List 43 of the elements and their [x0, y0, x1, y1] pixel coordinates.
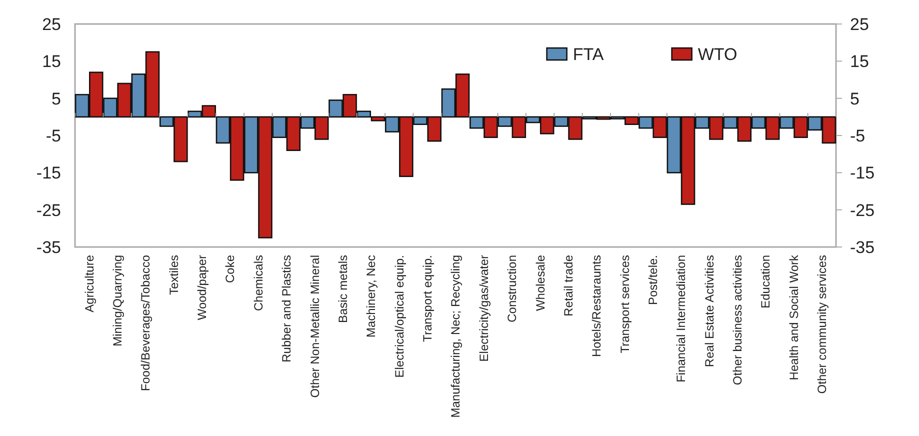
- x-tick-label: Textiles: [166, 255, 181, 296]
- x-tick-label: Health and Social Work: [786, 254, 801, 380]
- y-tick-label: 25: [850, 14, 869, 34]
- x-tick-label: Wholesale: [533, 254, 548, 312]
- x-tick-label: Real Estate Activities: [702, 255, 716, 368]
- x-tick-label: Electrical/optical equip.: [392, 255, 406, 378]
- x-tick-label: Agriculture: [82, 254, 96, 312]
- y2-tick-label: 5: [52, 89, 61, 108]
- y-tick-label: -35: [850, 238, 875, 257]
- y2-tick-label: 25: [42, 14, 61, 34]
- x-tick-label: Other Non-Metallic Mineral: [308, 255, 322, 398]
- y2-tick-label: -25: [36, 200, 61, 220]
- x-tick-label: Post/tele.: [646, 255, 660, 306]
- x-tick-label: Construction: [505, 255, 520, 322]
- x-tick-label: Hotels/Restaraunts: [590, 255, 604, 358]
- x-tick-label: Coke: [223, 254, 238, 284]
- y-tick-label: -15: [850, 164, 875, 183]
- x-tick-label: Education: [758, 255, 773, 308]
- x-tick-label: Manufacturing, Nec; Recycling: [448, 255, 463, 418]
- x-tick-label: Financial Intermediation: [674, 255, 688, 382]
- y-tick-label: 5: [850, 89, 860, 108]
- x-tick-label: Other community services: [815, 255, 830, 394]
- x-tick-label: Machinery, Nec: [364, 255, 378, 338]
- x-tick-label: Transport services: [618, 255, 632, 354]
- x-tick-label: Chemicals: [251, 255, 266, 312]
- y2-tick-label: -5: [46, 126, 61, 146]
- x-tick-label: Other business activities: [730, 255, 745, 386]
- x-tick-label: Rubber and Plastics: [280, 255, 294, 362]
- x-tick-label: Retail trade: [561, 254, 576, 316]
- y2-tick-label: -35: [36, 238, 61, 257]
- x-tick-label: Electricity/gas/water: [476, 255, 491, 362]
- x-tick-label: Wood/paper: [195, 254, 210, 320]
- y-tick-label: 15: [850, 52, 869, 72]
- y-tick-label: -5: [850, 126, 866, 146]
- x-tick-label: Transport equip.: [420, 255, 435, 342]
- x-tick-label: Food/Beverages/Tobacco: [138, 254, 153, 392]
- y-tick-label: -25: [850, 200, 875, 220]
- legend-label: FTA: [572, 44, 604, 64]
- y2-tick-label: -15: [36, 164, 61, 183]
- x-tick-label: Basic metals: [336, 255, 350, 324]
- legend-label: WTO: [698, 44, 738, 64]
- y2-tick-label: 15: [42, 52, 61, 72]
- x-tick-label: Mining/Quarrying: [110, 255, 124, 346]
